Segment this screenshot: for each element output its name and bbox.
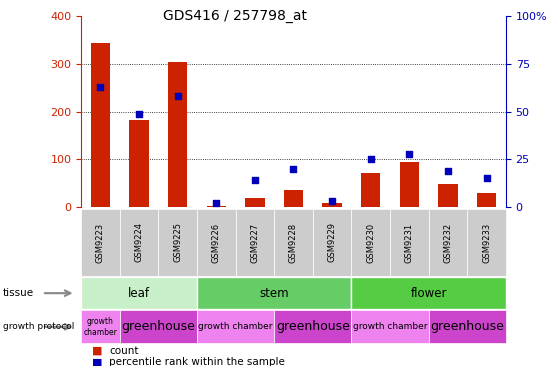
Text: GSM9228: GSM9228 [289, 223, 298, 262]
Point [173, 93, 182, 99]
Text: GSM9227: GSM9227 [250, 223, 259, 262]
Point [212, 200, 221, 206]
Point [482, 175, 491, 181]
Text: greenhouse: greenhouse [276, 320, 350, 333]
Bar [438, 184, 458, 207]
Bar [168, 61, 187, 207]
Point [96, 84, 105, 90]
Text: growth chamber: growth chamber [198, 322, 273, 331]
Bar [284, 190, 303, 207]
Text: greenhouse: greenhouse [430, 320, 504, 333]
Point [135, 111, 144, 116]
Text: growth chamber: growth chamber [353, 322, 427, 331]
Text: GSM9231: GSM9231 [405, 223, 414, 262]
Bar [361, 173, 380, 207]
Bar [91, 43, 110, 207]
Bar [400, 162, 419, 207]
Text: GSM9233: GSM9233 [482, 223, 491, 262]
Text: ■: ■ [92, 346, 103, 356]
Text: GDS416 / 257798_at: GDS416 / 257798_at [163, 9, 307, 23]
Text: leaf: leaf [128, 287, 150, 300]
Point [366, 156, 375, 162]
Point [289, 166, 298, 172]
Point [405, 150, 414, 156]
Point [250, 177, 259, 183]
Text: greenhouse: greenhouse [121, 320, 195, 333]
Text: GSM9223: GSM9223 [96, 223, 105, 262]
Text: count: count [109, 346, 139, 356]
Bar [323, 203, 342, 207]
Text: stem: stem [259, 287, 289, 300]
Text: GSM9224: GSM9224 [135, 223, 144, 262]
Point [443, 168, 452, 173]
Text: GSM9229: GSM9229 [328, 223, 337, 262]
Point [328, 198, 337, 204]
Bar [477, 194, 496, 207]
Bar [207, 206, 226, 207]
Text: GSM9226: GSM9226 [212, 223, 221, 262]
Text: ■: ■ [92, 357, 103, 366]
Text: percentile rank within the sample: percentile rank within the sample [109, 357, 285, 366]
Text: GSM9232: GSM9232 [443, 223, 452, 262]
Text: growth protocol: growth protocol [3, 322, 74, 331]
Bar [129, 120, 149, 207]
Text: GSM9225: GSM9225 [173, 223, 182, 262]
Text: tissue: tissue [3, 288, 34, 298]
Text: GSM9230: GSM9230 [366, 223, 375, 262]
Text: growth
chamber: growth chamber [83, 317, 117, 337]
Text: flower: flower [410, 287, 447, 300]
Bar [245, 198, 264, 207]
